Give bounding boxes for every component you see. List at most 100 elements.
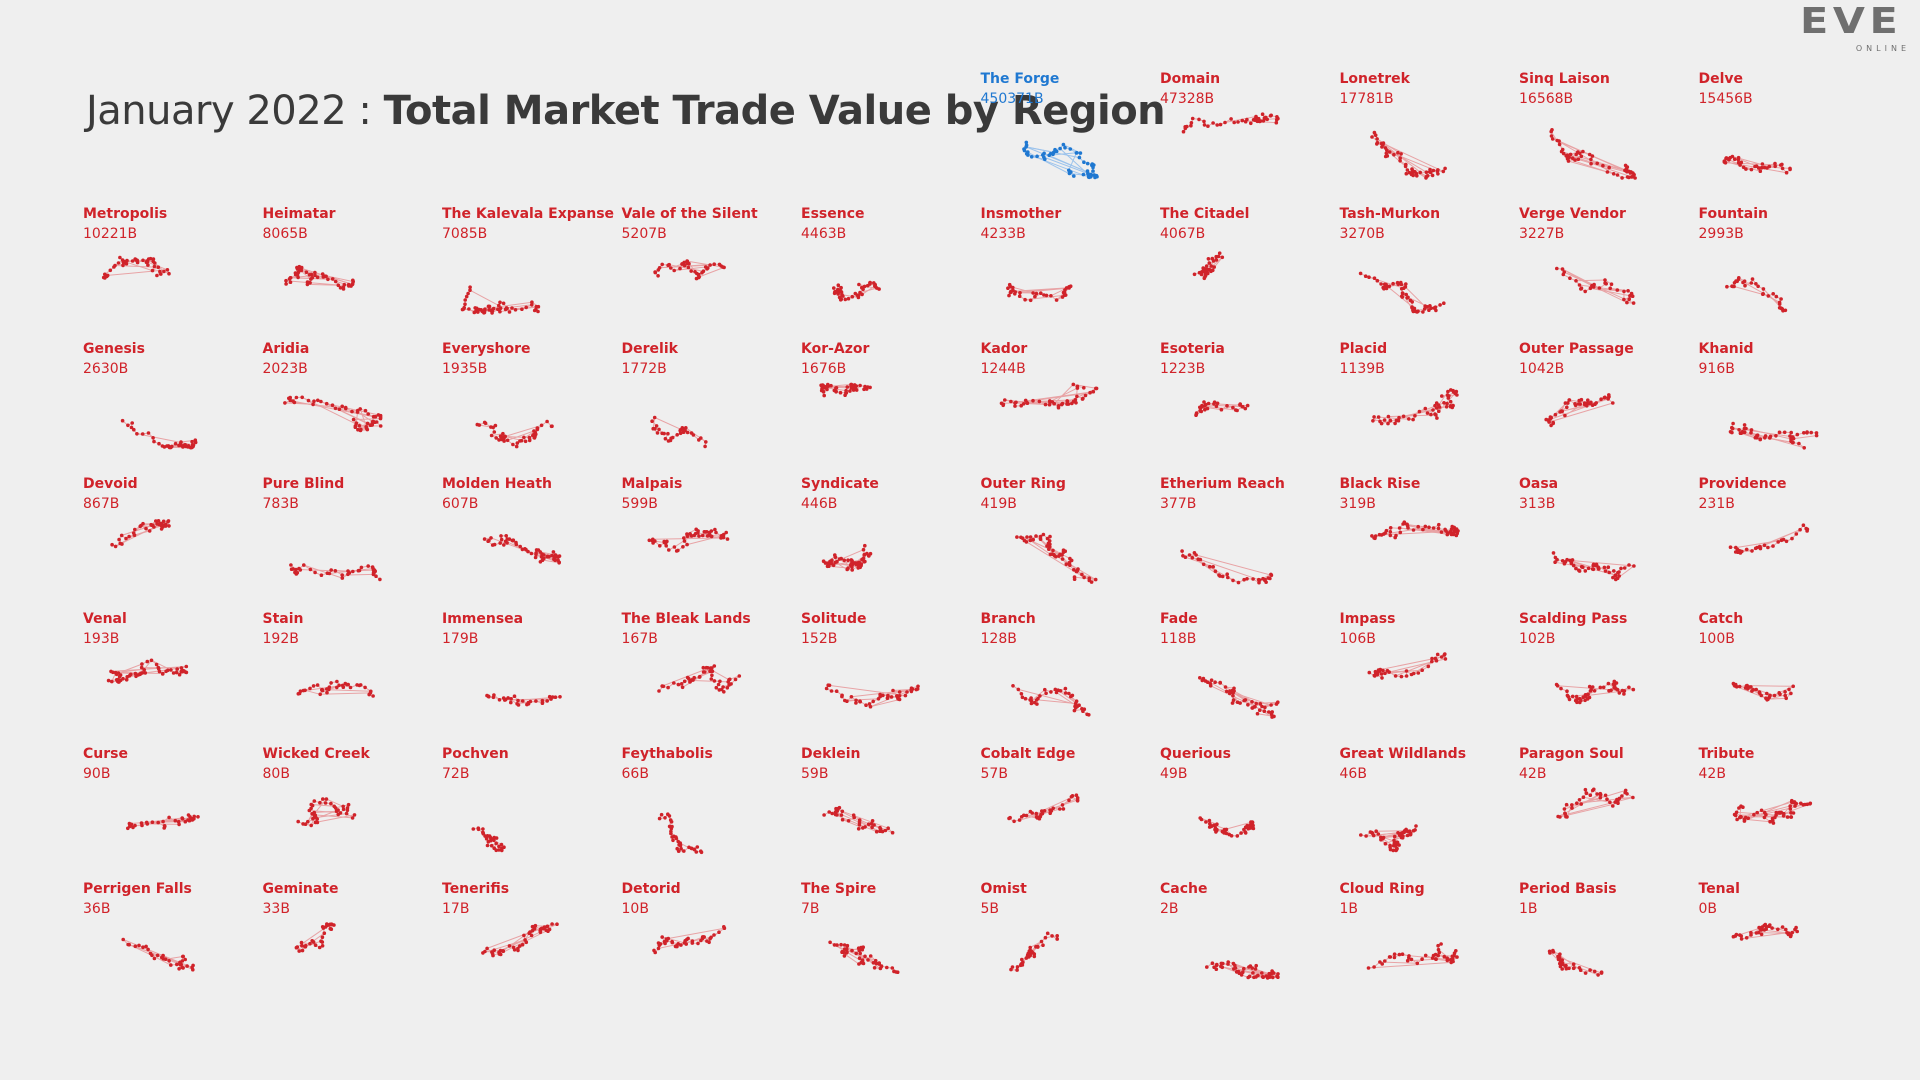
system-dot <box>181 668 185 673</box>
region-cell: Delve 15456B <box>1699 70 1875 200</box>
system-dot <box>1058 689 1062 693</box>
system-dot <box>1739 160 1743 165</box>
system-dot <box>509 700 513 705</box>
system-dot <box>320 688 324 693</box>
system-dot <box>190 439 194 444</box>
system-dot <box>1383 282 1388 287</box>
system-dot <box>1761 287 1765 291</box>
system-dot <box>1778 297 1783 301</box>
system-dot <box>1038 291 1043 295</box>
system-dot <box>334 685 339 690</box>
region-map <box>120 418 198 450</box>
system-dot <box>864 387 869 391</box>
system-dot <box>498 306 503 310</box>
system-dot <box>1005 286 1010 290</box>
system-dot <box>312 273 317 278</box>
system-dot <box>829 383 833 388</box>
system-dot <box>681 849 686 853</box>
system-dot <box>1211 565 1215 569</box>
system-dot <box>1022 148 1026 153</box>
system-dot <box>533 555 538 560</box>
system-dot <box>1262 709 1267 713</box>
region-name: Catch <box>1698 611 1744 627</box>
system-dot <box>506 696 510 700</box>
system-link <box>107 269 168 276</box>
system-dot <box>652 539 657 543</box>
system-dot <box>1617 570 1621 574</box>
system-dot <box>156 820 160 825</box>
system-dot <box>333 406 337 411</box>
region-cell: Solitude 152B <box>801 610 977 740</box>
region-systems <box>283 264 355 291</box>
system-dot <box>1626 289 1630 293</box>
system-link <box>1746 685 1793 687</box>
system-dot <box>485 834 490 838</box>
system-dot <box>365 427 369 432</box>
system-dot <box>343 405 347 410</box>
system-dot <box>124 261 129 266</box>
system-dot <box>1415 309 1420 313</box>
system-dot <box>1024 140 1028 145</box>
system-dot <box>288 276 292 280</box>
system-dot <box>712 527 717 532</box>
system-dot <box>167 271 171 276</box>
region-map <box>283 264 355 291</box>
system-dot <box>665 685 670 690</box>
system-dot <box>1779 538 1783 543</box>
region-name: Deklein <box>801 746 861 762</box>
system-dot <box>486 840 491 844</box>
system-dot <box>850 568 854 572</box>
system-dot <box>1434 416 1439 420</box>
system-dot <box>1008 284 1012 289</box>
system-dot <box>688 269 693 273</box>
region-cell: Lonetrek 17781B <box>1340 70 1516 200</box>
system-dot <box>120 542 124 546</box>
system-dot <box>1380 668 1385 673</box>
system-dot <box>308 806 313 811</box>
system-dot <box>1230 701 1235 705</box>
region-value: 8065B <box>262 226 308 242</box>
system-dot <box>149 658 154 663</box>
system-dot <box>1386 414 1390 419</box>
system-dot <box>1029 155 1033 159</box>
system-dot <box>308 567 312 572</box>
system-dot <box>1794 532 1798 536</box>
system-dot <box>303 822 307 826</box>
system-link <box>505 424 542 437</box>
region-name: The Forge <box>980 71 1060 87</box>
region-value: 231B <box>1698 496 1735 512</box>
system-dot <box>346 802 350 807</box>
system-dot <box>328 801 333 806</box>
system-dot <box>1192 551 1197 555</box>
region-cell: The Kalevala Expanse 7085B <box>442 205 618 335</box>
region-systems <box>288 563 382 582</box>
system-dot <box>542 553 546 557</box>
system-dot <box>860 285 864 290</box>
system-dot <box>1094 174 1099 179</box>
system-dot <box>1209 678 1214 682</box>
region-value: 5207B <box>621 226 667 242</box>
system-dot <box>1567 697 1572 702</box>
system-dot <box>1022 538 1026 543</box>
system-dot <box>1220 574 1225 579</box>
system-dot <box>1544 417 1548 422</box>
system-dot <box>1085 169 1089 173</box>
system-dot <box>1229 117 1233 121</box>
system-dot <box>1743 167 1748 171</box>
system-dot <box>138 671 143 676</box>
system-dot <box>113 544 118 549</box>
system-dot <box>1607 570 1611 575</box>
system-dot <box>295 819 300 824</box>
system-dot <box>716 682 720 687</box>
system-dot <box>652 415 656 420</box>
system-dot <box>1396 415 1401 420</box>
system-dot <box>1008 399 1013 404</box>
system-dot <box>1411 528 1415 532</box>
system-dot <box>1019 692 1023 696</box>
system-dot <box>721 535 725 539</box>
system-dot <box>530 303 534 307</box>
region-systems <box>106 658 189 684</box>
system-dot <box>1603 281 1607 285</box>
system-dot <box>1068 694 1073 699</box>
system-dot <box>344 682 349 687</box>
